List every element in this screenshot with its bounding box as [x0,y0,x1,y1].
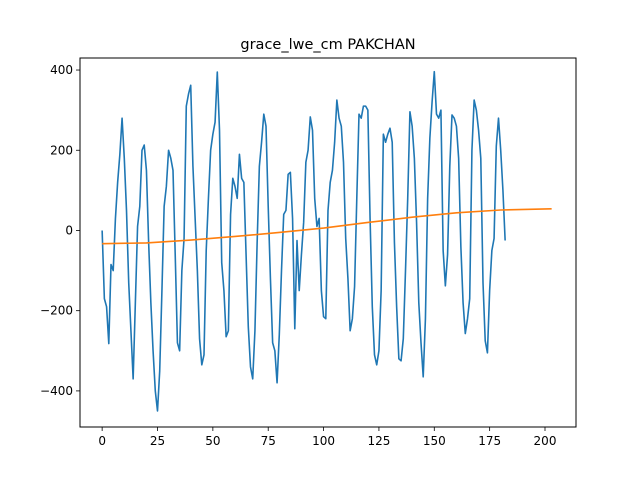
series-line-trend [102,208,552,245]
y-tick-label: −400 [40,384,73,398]
series-line-grace-lwe-cm [101,70,506,412]
plot-area [101,70,552,412]
y-axis: −400 −200 0 200 400 [40,63,80,398]
y-tick-label: 400 [50,63,73,77]
x-axis: 0 25 50 75 100 125 150 175 200 [98,427,556,448]
chart-title: grace_lwe_cm PAKCHAN [240,37,415,53]
x-tick-label: 75 [261,434,276,448]
x-tick-label: 100 [312,434,335,448]
x-tick-label: 25 [150,434,165,448]
y-tick-label: 0 [65,223,73,237]
x-tick-label: 200 [534,434,557,448]
x-tick-label: 0 [98,434,106,448]
x-tick-label: 50 [205,434,220,448]
x-tick-label: 175 [478,434,501,448]
y-tick-label: 200 [50,143,73,157]
y-tick-label: −200 [40,304,73,318]
axes-frame [79,57,577,428]
x-tick-label: 150 [423,434,446,448]
x-tick-label: 125 [367,434,390,448]
